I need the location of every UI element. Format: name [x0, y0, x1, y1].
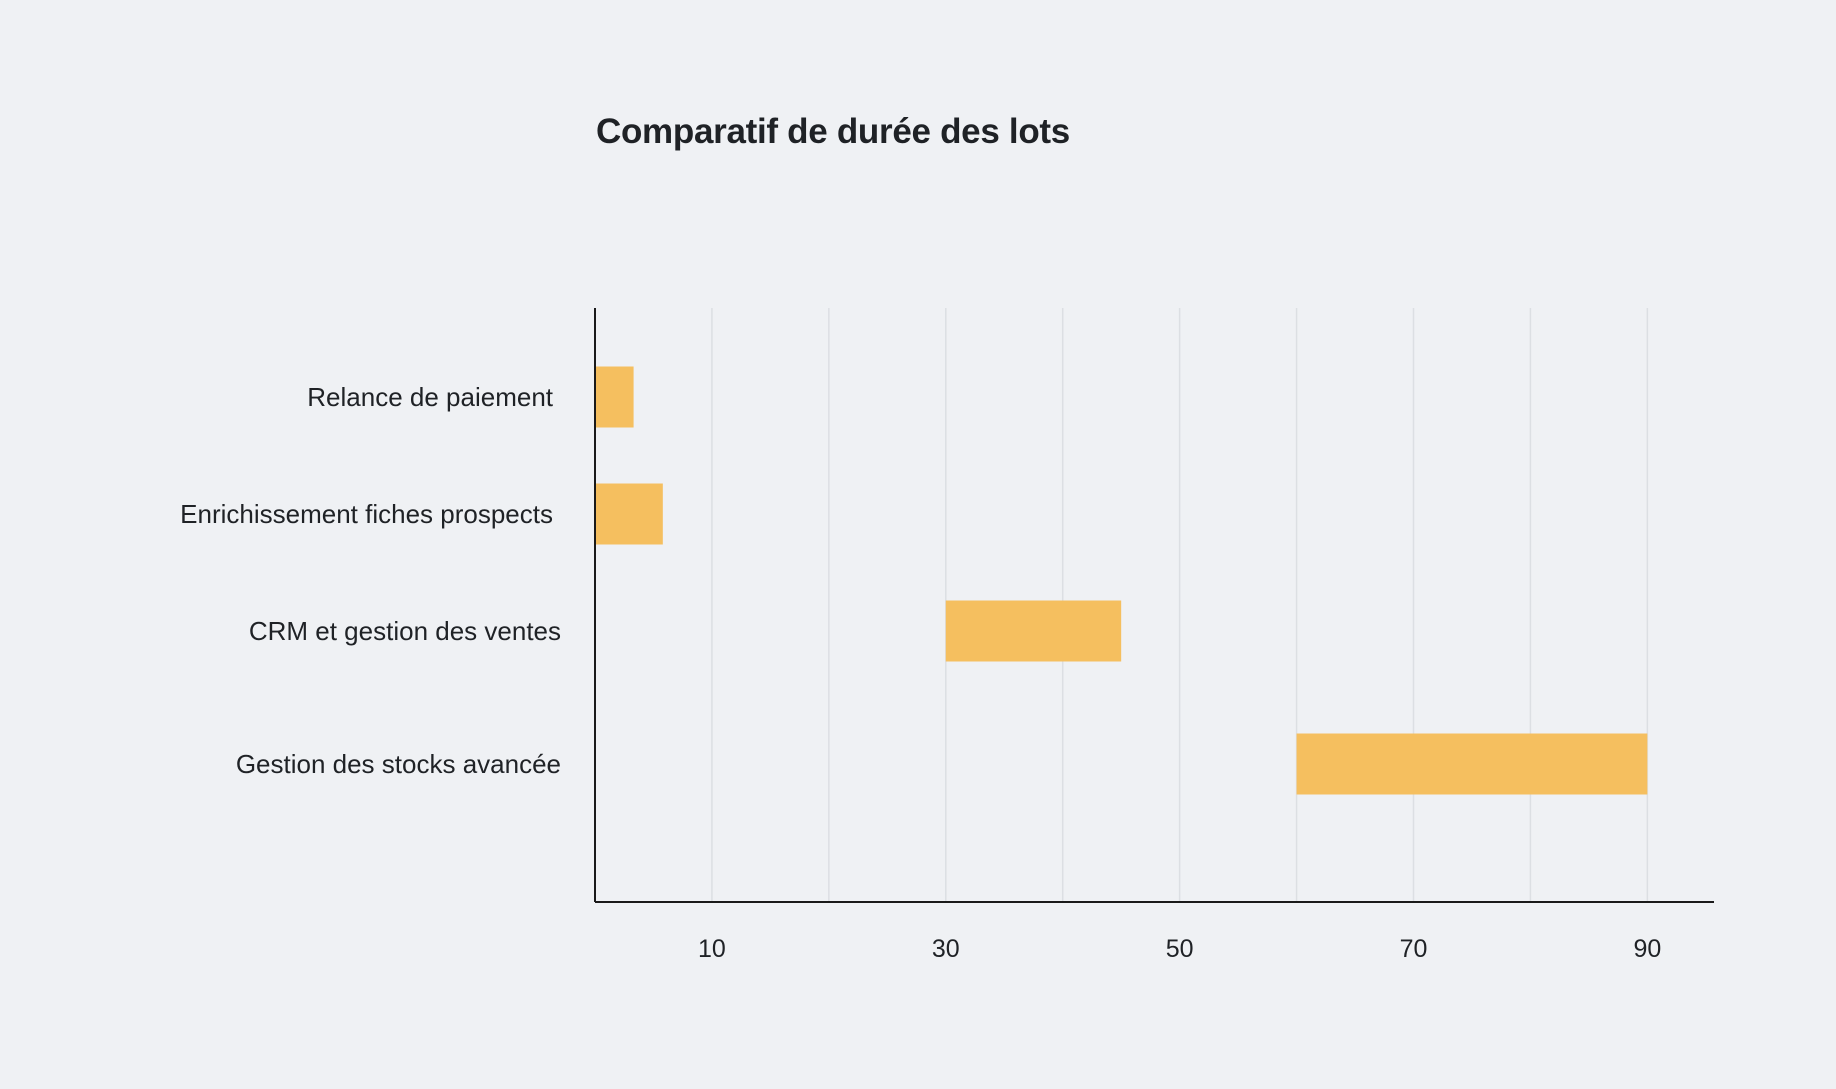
x-tick-label: 50: [1166, 935, 1194, 963]
x-tick-label: 30: [932, 935, 960, 963]
bars: [595, 366, 1648, 795]
x-tick-label: 10: [698, 935, 726, 963]
category-label: CRM et gestion des ventes: [249, 616, 561, 646]
category-label: Relance de paiement: [307, 382, 553, 412]
x-tick-labels: 10 30 50 70 90: [698, 935, 1661, 963]
bar: [595, 483, 663, 545]
category-label: Gestion des stocks avancée: [236, 749, 561, 779]
grid-lines: [711, 308, 1649, 902]
bar: [1296, 733, 1648, 795]
category-label: Enrichissement fiches prospects: [180, 499, 553, 529]
chart-title: Comparatif de durée des lots: [596, 112, 1070, 151]
x-tick-label: 70: [1400, 935, 1428, 963]
x-tick-label: 90: [1633, 935, 1661, 963]
bar: [945, 600, 1122, 662]
category-labels: Relance de paiement Enrichissement fiches…: [180, 382, 561, 779]
bar: [595, 366, 634, 428]
